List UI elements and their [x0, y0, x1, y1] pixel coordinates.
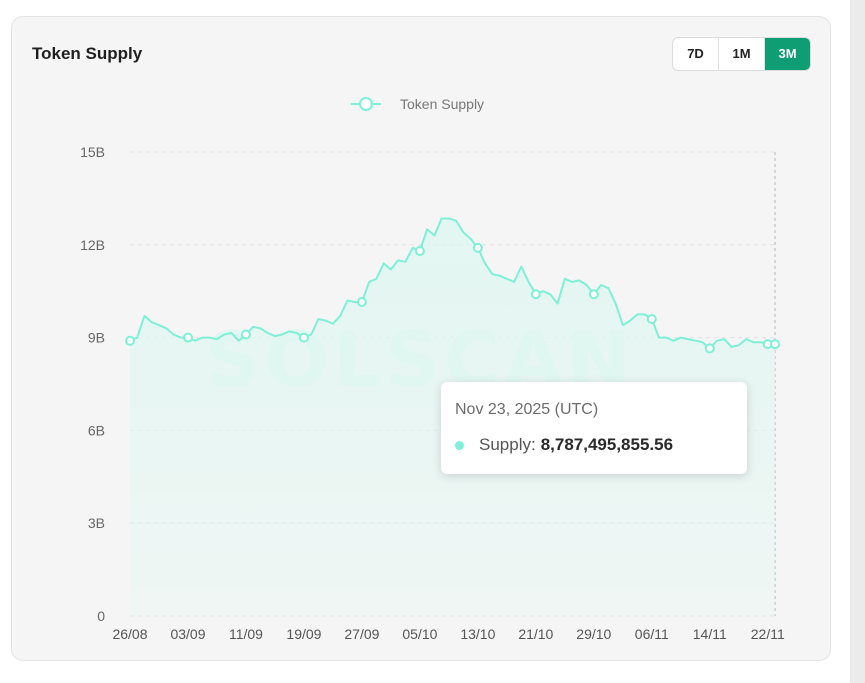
series-markers: [125, 242, 780, 354]
x-tick-label: 14/11: [693, 626, 727, 642]
data-point-marker[interactable]: [588, 289, 599, 300]
x-tick-label: 13/10: [460, 626, 495, 642]
x-tick-label: 29/10: [576, 626, 611, 642]
data-point-marker[interactable]: [356, 297, 367, 308]
range-1m-button[interactable]: 1M: [719, 38, 765, 70]
data-point-marker[interactable]: [472, 242, 483, 253]
chart-tooltip: Nov 23, 2025 (UTC) Supply: 8,787,495,855…: [441, 382, 747, 474]
y-tick-label: 0: [97, 608, 105, 624]
y-tick-label: 9B: [88, 330, 105, 346]
x-tick-label: 05/10: [402, 626, 437, 642]
data-point-marker[interactable]: [298, 332, 309, 343]
data-point-marker[interactable]: [240, 329, 251, 340]
series-line-path: [129, 217, 776, 350]
y-tick-label: 15B: [80, 144, 105, 160]
data-point-marker[interactable]: [125, 335, 135, 346]
y-tick-label: 12B: [80, 237, 105, 253]
y-tick-label: 3B: [88, 515, 105, 531]
data-point-marker[interactable]: [770, 339, 780, 350]
card-title: Token Supply: [32, 44, 143, 63]
data-point-marker[interactable]: [182, 332, 193, 343]
tooltip-row: Supply: 8,787,495,855.56: [455, 435, 673, 455]
y-axis-ticks: 0 3B 6B 9B 12B 15B: [80, 144, 105, 624]
time-range-selector: 7D 1M 3M: [672, 37, 811, 71]
x-tick-label: 21/10: [518, 626, 553, 642]
data-point-marker[interactable]: [414, 245, 425, 256]
tooltip-date: Nov 23, 2025 (UTC): [455, 401, 599, 418]
range-7d-button[interactable]: 7D: [673, 38, 719, 70]
legend-label: Token Supply: [400, 96, 484, 112]
x-tick-label: 19/09: [286, 626, 321, 642]
data-point-marker[interactable]: [530, 289, 541, 300]
range-3m-button[interactable]: 3M: [765, 38, 810, 70]
x-tick-label: 03/09: [170, 626, 205, 642]
x-tick-label: 26/08: [112, 626, 147, 642]
tooltip-series-label: Supply:: [479, 435, 536, 454]
tooltip-value: 8,787,495,855.56: [540, 435, 674, 454]
x-axis-ticks: 26/08 03/09 11/09 19/09 27/09 05/10 13/10 21/10…: [112, 626, 784, 642]
y-tick-label: 6B: [88, 422, 105, 438]
data-point-marker[interactable]: [646, 314, 657, 325]
x-tick-label: 27/09: [344, 626, 379, 642]
x-tick-label: 06/11: [635, 626, 669, 642]
data-point-marker[interactable]: [704, 343, 715, 354]
x-tick-label: 22/11: [751, 626, 785, 642]
page-scrollbar[interactable]: [850, 0, 865, 683]
x-tick-label: 11/09: [229, 626, 263, 642]
series-dot-icon: [455, 440, 464, 450]
legend-marker-icon: [359, 97, 373, 111]
series-line: [129, 217, 776, 350]
chart-legend[interactable]: Token Supply: [351, 96, 484, 112]
